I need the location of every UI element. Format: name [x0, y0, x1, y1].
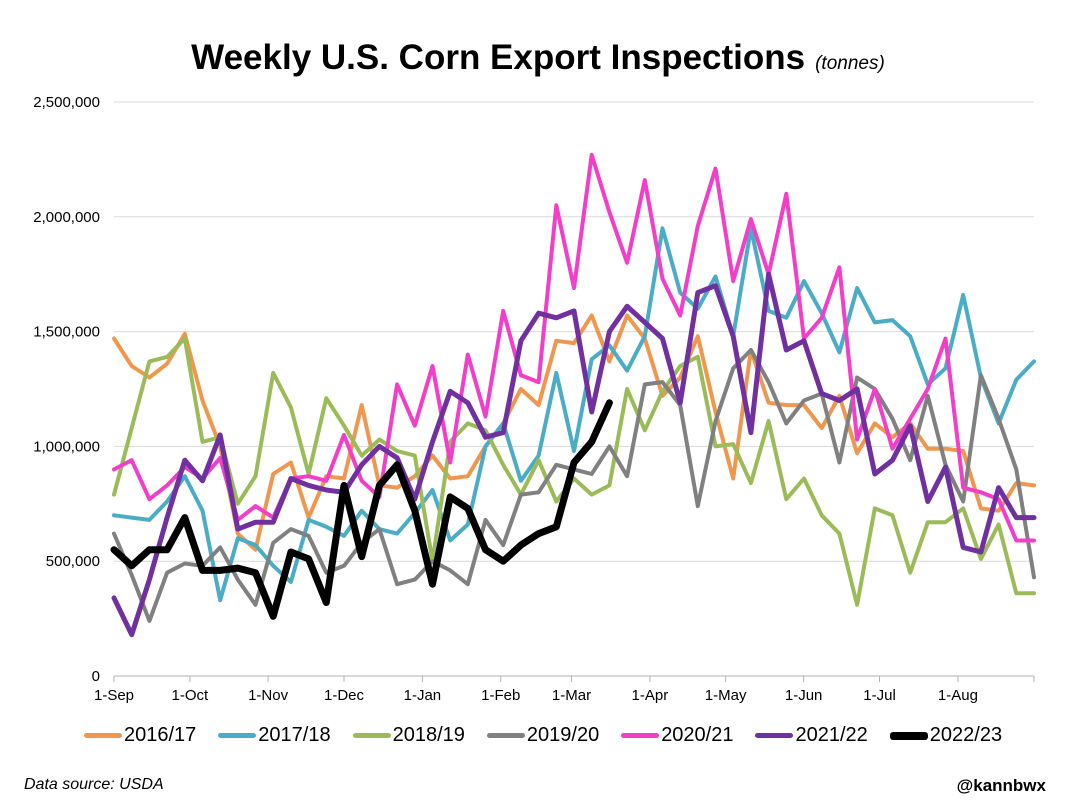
chart-units: (tonnes) — [815, 53, 885, 74]
legend-item-2021-22: 2021/22 — [755, 724, 868, 747]
legend-swatch — [218, 733, 257, 738]
series-line-2022-23 — [110, 399, 613, 620]
legend-item-2022-23: 2022/23 — [889, 724, 1003, 747]
series-line-2018-19 — [112, 336, 1036, 607]
author-handle: @kannbwx — [956, 776, 1046, 795]
x-tick-label: 1-Oct — [172, 687, 210, 704]
legend-item-2020-21: 2020/21 — [621, 724, 733, 747]
series-line-2020-21 — [112, 152, 1036, 543]
legend-item-2016-17: 2016/17 — [84, 724, 196, 747]
y-tick-label: 2,000,000 — [33, 209, 100, 226]
x-tick-label: 1-May — [705, 687, 747, 704]
legend-swatch — [889, 731, 928, 740]
series-lines — [110, 152, 1037, 638]
y-tick-label: 500,000 — [46, 553, 100, 570]
legend-swatch — [621, 733, 660, 738]
legend-item-2017-18: 2017/18 — [218, 724, 331, 747]
x-tick-label: 1-Aug — [938, 687, 978, 704]
legend-label: 2017/18 — [258, 724, 331, 746]
x-tick-label: 1-Dec — [324, 687, 365, 704]
legend-label: 2018/19 — [392, 724, 465, 746]
y-tick-label: 1,500,000 — [33, 324, 100, 341]
legend-label: 2016/17 — [124, 724, 197, 746]
data-source-note: Data source: USDA — [24, 776, 164, 793]
legend-label: 2020/21 — [661, 724, 734, 746]
y-tick-label: 2,500,000 — [33, 94, 100, 111]
series-line-2021-22 — [111, 271, 1037, 638]
x-tick-label: 1-Mar — [552, 687, 591, 704]
legend-label: 2019/20 — [526, 724, 600, 746]
y-axis: 0 500,000 1,000,000 1,500,000 2,000,000 2,500… — [33, 94, 100, 685]
legend-item-2018-19: 2018/19 — [352, 724, 465, 747]
legend-swatch — [84, 733, 122, 738]
x-tick-label: 1-Jan — [404, 687, 442, 704]
legend: 2016/17 2017/18 2018/19 2019/20 2020/21 … — [84, 724, 1024, 747]
chart-title-block: Weekly U.S. Corn Export Inspections (tonn… — [0, 38, 1076, 78]
x-axis: 1-Sep 1-Oct 1-Nov 1-Dec 1-Jan 1-Feb 1-Mar 1-Apr… — [94, 676, 1035, 704]
legend-swatch — [755, 733, 794, 738]
series-line-2019-20 — [112, 348, 1036, 623]
grid — [114, 101, 1034, 677]
x-tick-label: 1-Feb — [481, 687, 520, 704]
legend-swatch — [486, 733, 525, 738]
chart-title: Weekly U.S. Corn Export Inspections — [191, 38, 806, 77]
x-tick-label: 1-Nov — [248, 687, 289, 704]
legend-item-2019-20: 2019/20 — [486, 724, 600, 747]
legend-label: 2022/23 — [929, 724, 1003, 746]
x-tick-label: 1-Apr — [632, 687, 669, 704]
x-tick-label: 1-Sep — [94, 687, 134, 704]
series-line-2016-17 — [112, 313, 1036, 552]
x-tick-label: 1-Jun — [785, 687, 823, 704]
legend-label: 2021/22 — [795, 724, 868, 746]
y-tick-label: 1,000,000 — [33, 438, 100, 455]
y-tick-label: 0 — [92, 668, 100, 685]
x-tick-label: 1-Jul — [863, 687, 896, 704]
legend-swatch — [352, 733, 391, 738]
